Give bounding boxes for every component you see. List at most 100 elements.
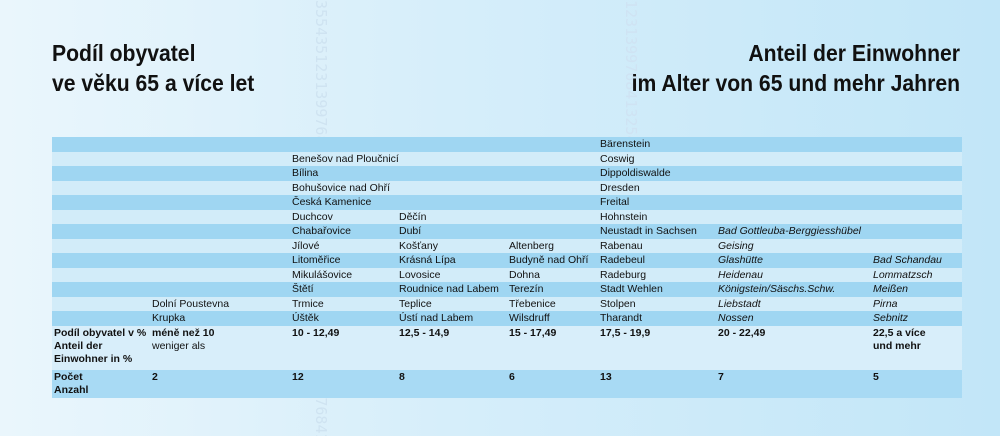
town-rows: Bärenstein Benešov nad Ploučnicí Coswig Bíl… [52,137,962,326]
percent-range-3: 12,5 - 14,9 [399,326,450,339]
table-cell: Dippoldiswalde [600,167,671,179]
count-6: 7 [718,370,724,383]
table-cell: Altenberg [509,239,554,252]
table-cell: Terezín [509,283,544,295]
title-czech: Podíl obyvatel ve věku 65 a více let [52,38,254,98]
percent-range-1-de: weniger als [152,339,206,352]
table-cell: Lommatzsch [873,268,933,281]
count-row: Počet Anzahl 2 12 8 6 13 7 5 [52,369,962,398]
table-cell: Hohnstein [600,210,648,223]
table-cell: Geising [718,239,754,252]
table-row: Bohušovice nad Ohří Dresden [52,180,962,195]
table-row: Česká Kamenice Freital [52,195,962,210]
table-cell: Bad Schandau [873,254,942,266]
table-row: Bílina Dippoldiswalde [52,166,962,181]
table-cell: Bad Gottleuba-Berggiesshübel [718,225,862,237]
table-cell: Stadt Wehlen [600,283,663,295]
table-cell: Úštěk [292,312,319,324]
title-german: Anteil der Einwohner im Alter von 65 und… [632,38,960,98]
table-row: Bärenstein [52,137,962,152]
percent-range-4: 15 - 17,49 [509,326,557,339]
table-cell: Heidenau [718,268,763,281]
table-cell: Liebstadt [718,297,761,310]
percent-range-7-cz: 22,5 a více [873,326,926,339]
table-cell: Duchcov [292,210,333,223]
count-3: 8 [399,370,405,383]
count-5: 13 [600,370,612,383]
table-cell: Stolpen [600,297,636,310]
table-cell: Teplice [399,297,432,310]
table-cell: Roudnice nad Labem [399,283,499,295]
table-cell: Lovosice [399,268,441,281]
table-row: Jílové Košťany Altenberg Rabenau Geising [52,238,962,253]
table-row: Chabařovice Dubí Neustadt in Sachsen Bad Go… [52,224,962,239]
percent-range-1: méně než 10 weniger als [152,327,214,353]
table-cell: Trmice [292,297,324,310]
table-cell: Freital [600,196,630,208]
table-cell: Krupka [152,312,186,324]
table-cell: Pirna [873,297,898,310]
count-row-label: Počet Anzahl [54,371,88,397]
table-cell: Königstein/Säschs.Schw. [718,283,836,295]
table-row: Duchcov Děčín Hohnstein [52,209,962,224]
table-cell: Glashütte [718,254,763,266]
table-cell: Jílové [292,239,320,252]
percent-range-2: 10 - 12,49 [292,326,340,339]
title-czech-line2: ve věku 65 a více let [52,70,255,96]
table-row: Štětí Roudnice nad Labem Terezín Stadt Wehl… [52,282,962,297]
table-cell: Dresden [600,181,640,194]
count-4: 6 [509,370,515,383]
count-7: 5 [873,370,879,383]
title-german-line2: im Alter von 65 und mehr Jahren [631,70,960,96]
count-label-cz: Počet [54,370,83,383]
table-cell: Sebnitz [873,312,909,324]
percent-range-7: 22,5 a více und mehr [873,327,926,353]
table-cell: Ústí nad Labem [399,312,474,324]
table-row: Mikulášovice Lovosice Dohna Radeburg Heidena… [52,267,962,282]
table-cell: Rabenau [600,239,643,252]
table-cell: Bärenstein [600,138,651,150]
table-cell: Radeburg [600,268,647,281]
count-2: 12 [292,370,304,383]
table-cell: Štětí [292,283,314,295]
table-cell: Meißen [873,283,909,295]
table-cell: Košťany [399,239,438,252]
table-row: Benešov nad Ploučnicí Coswig [52,151,962,166]
table-cell: Třebenice [509,297,556,310]
table-cell: Coswig [600,152,635,165]
percent-label-cz: Podíl obyvatel v % [54,326,147,339]
table-cell: Dohna [509,268,540,281]
count-label-de: Anzahl [54,383,89,396]
percent-range-6: 20 - 22,49 [718,326,766,339]
table-cell: Wilsdruff [509,312,550,324]
table-row: Krupka Úštěk Ústí nad Labem Wilsdruff Tharan… [52,311,962,326]
table-cell: Radebeul [600,254,645,266]
table-cell: Benešov nad Ploučnicí [292,152,399,165]
table-row: Dolní Poustevna Trmice Teplice Třebenice Sto… [52,296,962,311]
title-czech-line1: Podíl obyvatel [52,40,196,66]
count-1: 2 [152,370,158,383]
percent-range-5: 17,5 - 19,9 [600,326,651,339]
percent-label-de-2: Einwohner in % [54,352,133,365]
table-row: Litoměřice Krásná Lípa Budyně nad Ohří Rade… [52,253,962,268]
table-cell: Mikulášovice [292,268,353,281]
percent-range-7-de: und mehr [873,339,921,352]
table-cell: Tharandt [600,312,643,324]
table-cell: Litoměřice [292,254,341,266]
table-cell: Bohušovice nad Ohří [292,181,391,194]
table-cell: Neustadt in Sachsen [600,225,697,237]
percent-label-de-1: Anteil der [54,339,103,352]
table-cell: Budyně nad Ohří [509,254,589,266]
table-cell: Česká Kamenice [292,196,372,208]
table-cell: Dolní Poustevna [152,297,230,310]
table-cell: Nossen [718,312,754,324]
background-digits-secondary: 1231399768413254845120064351231399 76841… [380,0,640,140]
percent-row-label: Podíl obyvatel v % Anteil der Einwohner … [54,327,146,366]
percent-row: Podíl obyvatel v % Anteil der Einwohner … [52,325,962,370]
table-cell: Krásná Lípa [399,254,456,266]
percent-range-1-cz: méně než 10 [152,326,215,339]
table-cell: Bílina [292,167,319,179]
title-german-line1: Anteil der Einwohner [748,40,960,66]
table-cell: Dubí [399,225,422,237]
towns-table: Bärenstein Benešov nad Ploučnicí Coswig Bíl… [52,137,962,398]
